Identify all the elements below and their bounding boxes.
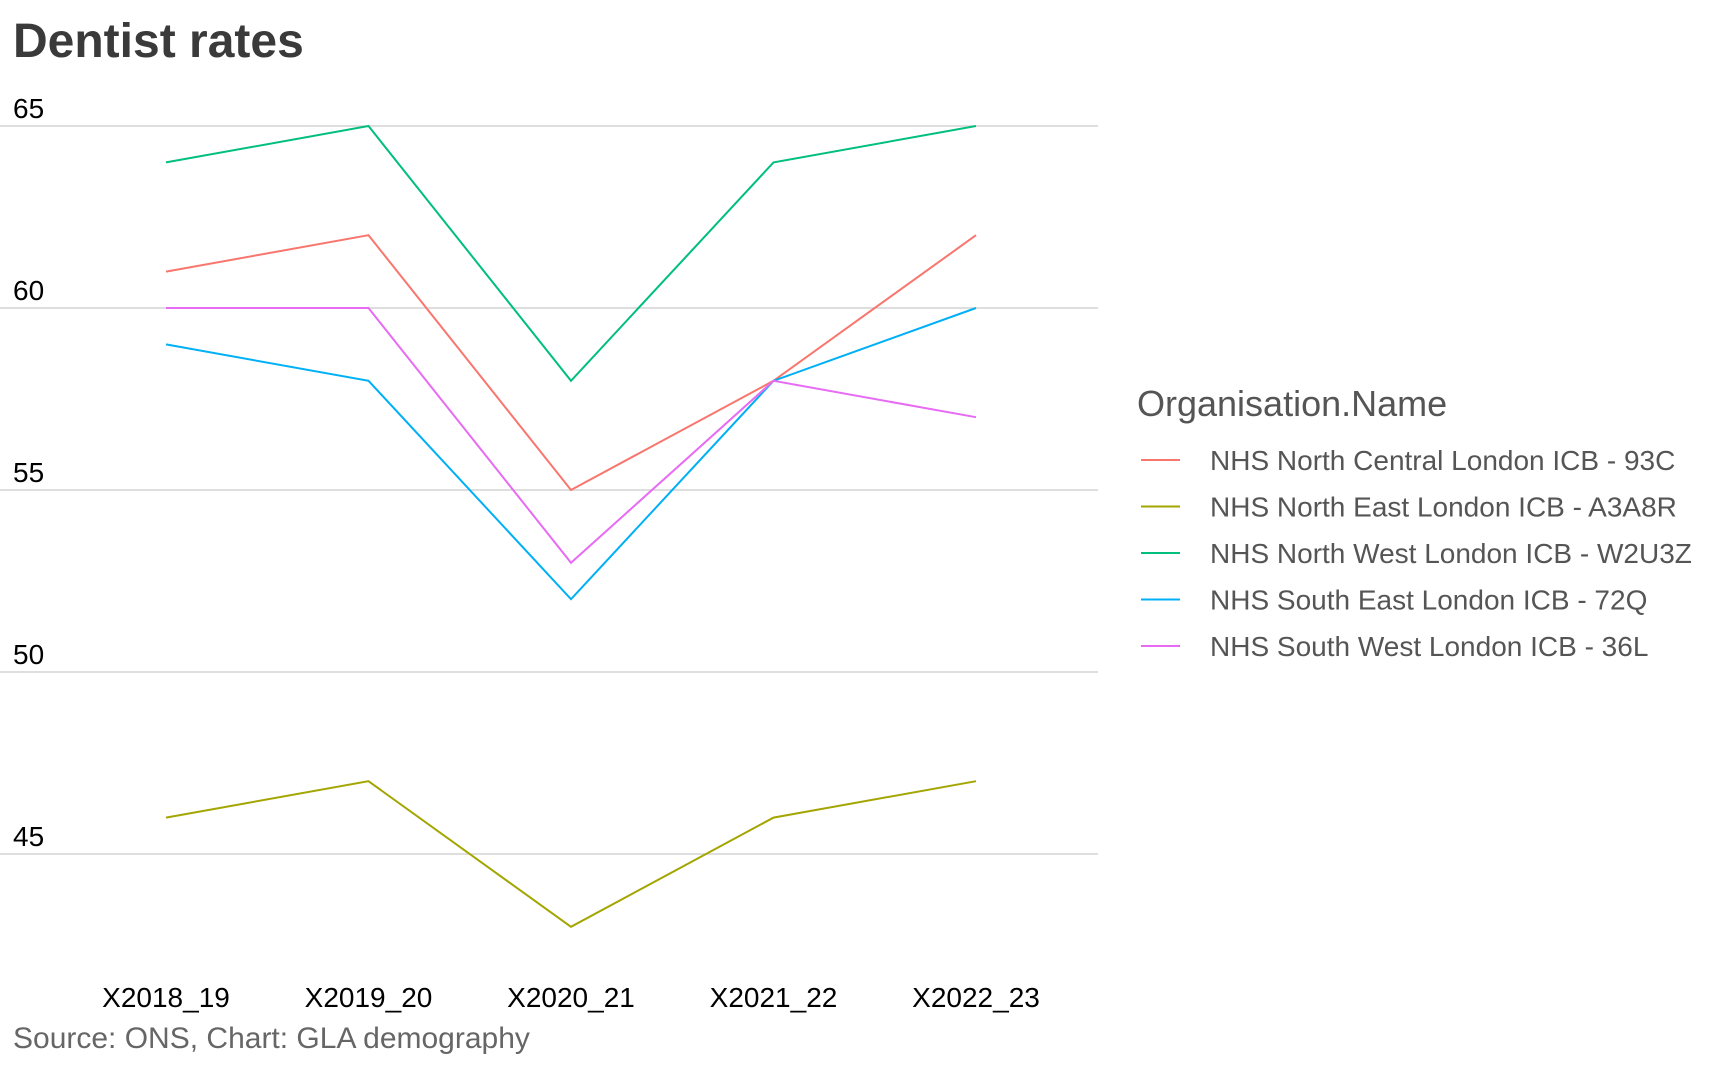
x-tick-label: X2018_19 xyxy=(102,982,230,1013)
series-line-5 xyxy=(166,307,977,565)
legend-title: Organisation.Name xyxy=(1137,383,1447,424)
legend-label-3: NHS North West London ICB - W2U3Z xyxy=(1210,538,1692,569)
y-axis-ticks: 45 50 55 60 65 xyxy=(13,93,44,852)
series-line-1 xyxy=(165,234,977,492)
legend: Organisation.Name NHS North Central Lond… xyxy=(1137,383,1692,662)
y-tick-label: 60 xyxy=(13,275,44,306)
series-line-4 xyxy=(165,307,977,601)
y-tick-label: 65 xyxy=(13,93,44,124)
y-tick-label: 50 xyxy=(13,639,44,670)
legend-label-4: NHS South East London ICB - 72Q xyxy=(1210,585,1647,616)
legend-label-1: NHS North Central London ICB - 93C xyxy=(1210,445,1675,476)
x-tick-label: X2020_21 xyxy=(507,982,635,1013)
series-lines xyxy=(165,124,977,928)
x-tick-label: X2022_23 xyxy=(912,982,1040,1013)
legend-label-2: NHS North East London ICB - A3A8R xyxy=(1210,492,1677,523)
x-tick-label: X2019_20 xyxy=(305,982,433,1013)
x-tick-label: X2021_22 xyxy=(710,982,838,1013)
x-axis-ticks: X2018_19 X2019_20 X2020_21 X2021_22 X2022_23 xyxy=(102,982,1040,1013)
y-tick-label: 55 xyxy=(13,457,44,488)
legend-items: NHS North Central London ICB - 93C NHS No… xyxy=(1141,445,1692,662)
legend-label-5: NHS South West London ICB - 36L xyxy=(1210,631,1648,662)
series-line-2 xyxy=(165,780,977,928)
series-line-3 xyxy=(165,124,977,383)
gridlines xyxy=(0,125,1098,855)
y-tick-label: 45 xyxy=(13,821,44,852)
source-caption: Source: ONS, Chart: GLA demography xyxy=(13,1022,530,1055)
chart-title: Dentist rates xyxy=(13,15,304,68)
